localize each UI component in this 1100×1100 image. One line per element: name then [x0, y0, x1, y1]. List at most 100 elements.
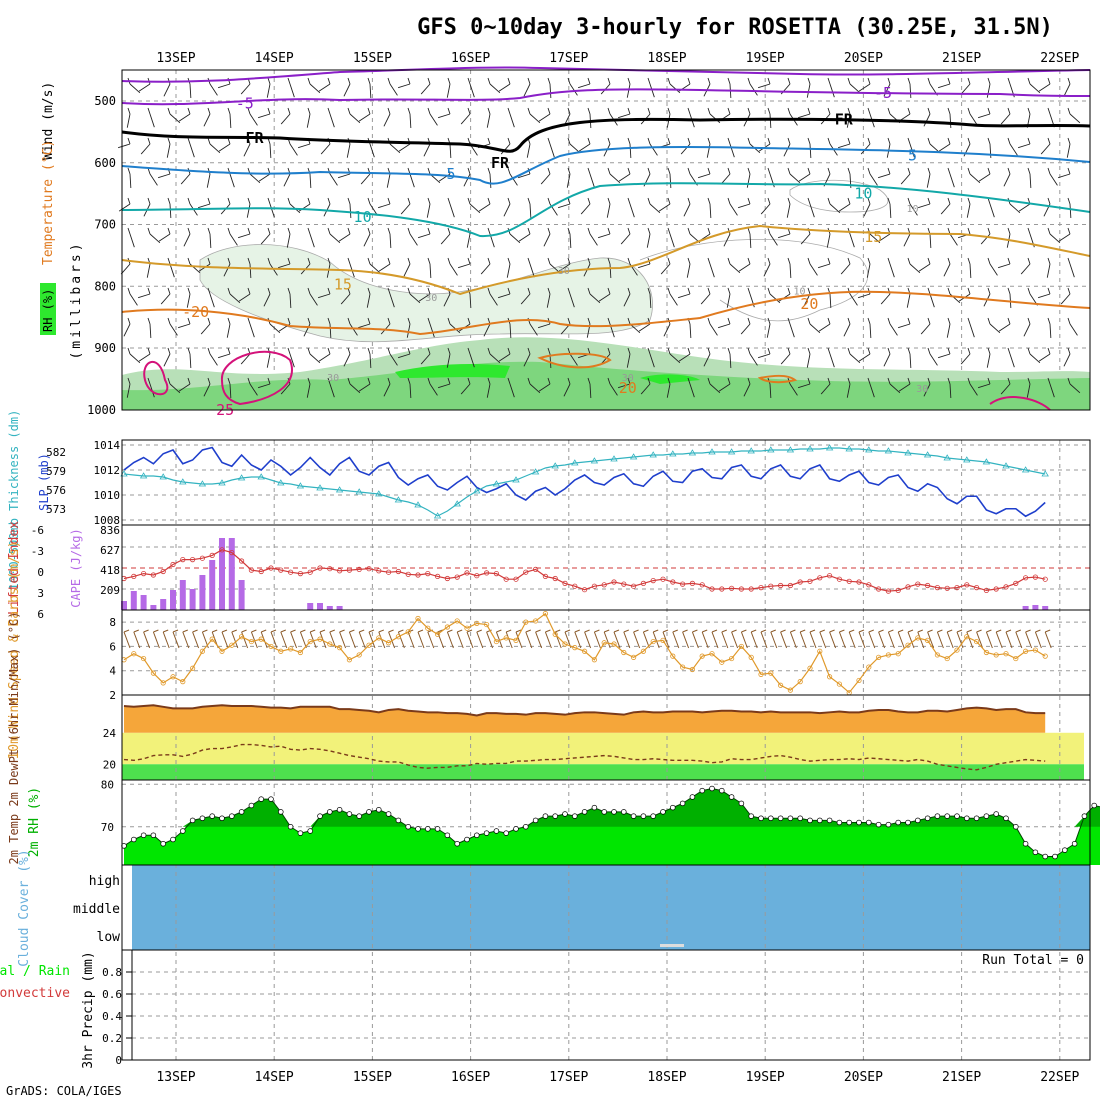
axis-label-temperature: Temperature (°C)	[41, 140, 56, 265]
wind-barb	[1003, 173, 1011, 187]
wind-barb-flag	[967, 197, 971, 205]
wind-barb-10m-flag	[702, 629, 708, 633]
wind-barb	[723, 233, 731, 247]
wind-barb-flag	[387, 257, 391, 265]
wind-barb-flag	[807, 257, 811, 265]
rh-point	[238, 809, 245, 815]
cape-bar	[150, 605, 157, 610]
lifted-point	[983, 587, 990, 594]
wind-barb-10m-flag	[1045, 629, 1051, 633]
wind-barb-flag	[407, 107, 411, 115]
wind-barb-flag	[987, 257, 991, 265]
cloud-level-high: high	[89, 874, 120, 889]
wind-barb	[138, 83, 151, 92]
wind-barb-flag	[687, 377, 691, 385]
wind-barb	[660, 263, 671, 275]
wind-barb-flag	[387, 377, 391, 385]
wind-barb-10m-flag	[241, 629, 247, 633]
lifted-point	[1003, 584, 1009, 590]
rh-point	[287, 823, 294, 830]
wind-barb-flag	[507, 107, 511, 115]
cape-bar	[121, 601, 127, 610]
lifted-point	[297, 570, 303, 577]
wind-barb	[569, 353, 578, 366]
wind-barb-flag	[987, 287, 991, 295]
wind-barb	[197, 203, 211, 209]
wind-barb	[166, 143, 171, 158]
thickness-point	[571, 459, 579, 466]
wind-barb	[483, 323, 491, 337]
wind-barb	[498, 83, 511, 92]
lifted-point	[738, 586, 745, 592]
wind-barb-10m-flag	[143, 629, 149, 633]
lifted-point	[405, 571, 411, 577]
wind-barb-flag	[207, 317, 211, 325]
rh-point	[670, 804, 676, 811]
wind-barb-flag	[907, 377, 911, 385]
wind-speed-point	[180, 679, 186, 685]
wind-barb	[266, 83, 271, 98]
wind-barb-flag	[987, 77, 991, 85]
wind-barb	[986, 83, 991, 98]
wind-barb	[329, 233, 341, 244]
wind-barb-flag	[867, 317, 871, 325]
wind-barb-flag	[747, 317, 751, 325]
wind-barb	[517, 173, 531, 179]
wind-barb	[877, 173, 891, 179]
wind-barb-flag	[1047, 167, 1051, 175]
rh-point	[160, 840, 166, 847]
wind-barb	[469, 353, 475, 368]
lifted-tick: 6	[37, 608, 44, 621]
wind-barb-10m	[603, 631, 611, 649]
wind-barb	[1020, 263, 1031, 275]
wind-barb-flag	[1027, 137, 1031, 145]
rh-point	[248, 802, 255, 809]
wind-barb	[209, 293, 215, 308]
wind-barb-flag	[467, 107, 471, 115]
wind-barb	[1018, 203, 1031, 212]
axis-label-slp: SLP (mb)	[37, 453, 51, 511]
wind-barb-10m-flag	[898, 629, 904, 633]
wind-barb	[403, 263, 411, 277]
contour-label: 30	[558, 266, 570, 277]
wind-speed-point	[287, 646, 294, 652]
wind-barb-flag	[547, 347, 551, 355]
rh-point	[836, 819, 843, 826]
cape-bar	[170, 590, 176, 610]
wind-barb-flag	[607, 317, 611, 325]
wind-speed-point	[660, 637, 666, 643]
wind-barb	[869, 173, 878, 186]
lifted-point	[150, 572, 156, 578]
wind-barb	[249, 263, 252, 278]
wind-barb-flag	[947, 257, 951, 265]
wind-barb-flag	[287, 197, 291, 205]
lifted-point	[552, 575, 558, 582]
thickness-tick: 576	[46, 484, 66, 497]
wind-barb	[718, 383, 731, 392]
wind-barb-flag	[407, 197, 411, 205]
wind-barb-10m	[613, 631, 621, 649]
wind-barb-10m-flag	[506, 629, 512, 633]
temp-tick: 20	[103, 758, 116, 771]
wind-barb	[209, 83, 218, 96]
wind-barb-flag	[507, 77, 511, 85]
wind-barb-10m	[868, 631, 876, 649]
wind-barb	[809, 323, 821, 334]
wind-barb	[449, 143, 452, 158]
rh-point	[170, 836, 176, 843]
wind-barb-flag	[527, 287, 531, 295]
wind-barb-10m	[1025, 631, 1033, 649]
wind-barb-flag	[907, 317, 911, 325]
wind-barb	[620, 233, 631, 245]
wind-barb-flag	[827, 377, 831, 385]
wind-barb-10m	[897, 631, 905, 649]
wind-barb-flag	[487, 287, 491, 295]
wind-barb-flag	[707, 137, 711, 145]
date-label-bottom: 13SEP	[156, 1070, 195, 1085]
wind-barb-flag	[547, 197, 551, 205]
wind-barb-flag	[487, 227, 491, 235]
wind-barb	[669, 233, 675, 248]
wind-barb	[737, 203, 751, 209]
wind-barb-10m-flag	[574, 629, 580, 633]
temp-band-green	[122, 764, 1084, 780]
